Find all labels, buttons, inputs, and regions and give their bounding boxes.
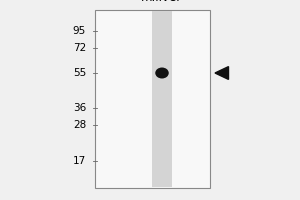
Text: 28: 28 [73, 120, 86, 130]
Text: 72: 72 [73, 43, 86, 53]
Polygon shape [215, 67, 229, 79]
Text: 17: 17 [73, 156, 86, 166]
Text: m.liver: m.liver [141, 0, 183, 4]
Bar [152, 11, 172, 187]
Text: 95: 95 [73, 26, 86, 36]
Text: 36: 36 [73, 103, 86, 113]
Ellipse shape [155, 68, 169, 78]
Text: 55: 55 [73, 68, 86, 78]
Bar [95, 10, 210, 188]
